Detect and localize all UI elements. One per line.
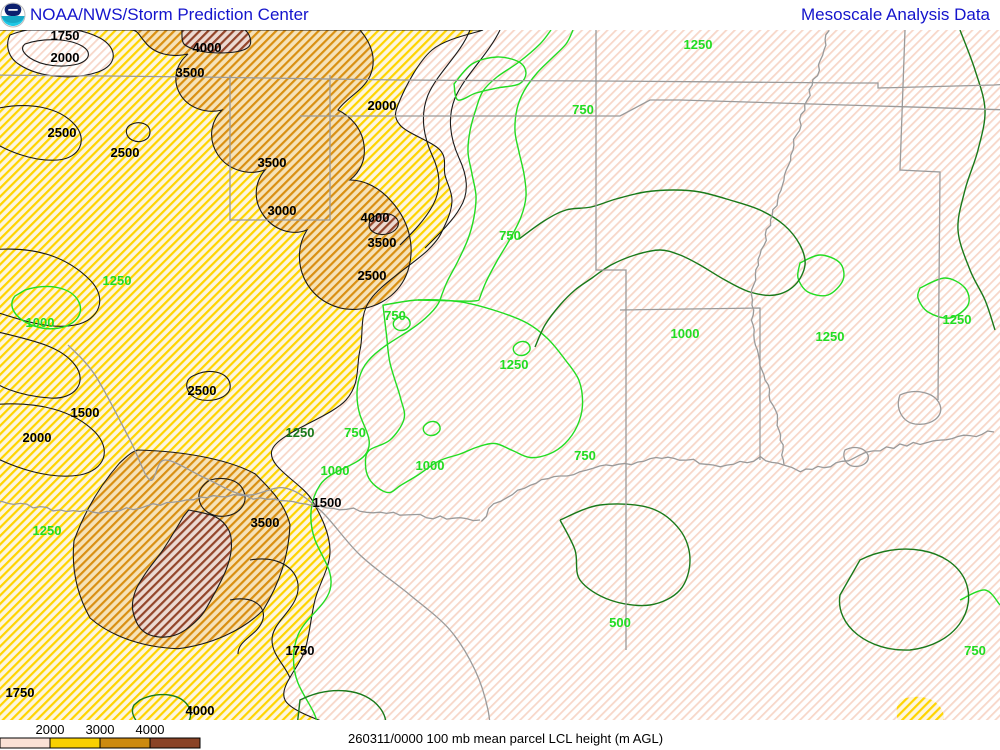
svg-text:4000: 4000	[361, 210, 390, 225]
svg-text:750: 750	[499, 228, 521, 243]
svg-text:1750: 1750	[51, 28, 80, 43]
svg-text:2000: 2000	[368, 98, 397, 113]
svg-text:1250: 1250	[816, 329, 845, 344]
svg-text:3500: 3500	[258, 155, 287, 170]
svg-text:1500: 1500	[71, 405, 100, 420]
svg-text:4000: 4000	[136, 722, 165, 737]
svg-text:750: 750	[384, 308, 406, 323]
svg-text:1000: 1000	[671, 326, 700, 341]
svg-text:1750: 1750	[286, 643, 315, 658]
svg-text:1250: 1250	[500, 357, 529, 372]
svg-text:Mesoscale Analysis Data: Mesoscale Analysis Data	[801, 5, 991, 24]
svg-text:NOAA/NWS/Storm Prediction Cent: NOAA/NWS/Storm Prediction Center	[30, 5, 309, 24]
svg-text:3000: 3000	[86, 722, 115, 737]
svg-text:1750: 1750	[6, 685, 35, 700]
svg-text:750: 750	[572, 102, 594, 117]
svg-text:750: 750	[964, 643, 986, 658]
svg-text:1250: 1250	[103, 273, 132, 288]
svg-text:4000: 4000	[193, 40, 222, 55]
svg-text:2500: 2500	[48, 125, 77, 140]
svg-text:1250: 1250	[684, 37, 713, 52]
svg-text:2000: 2000	[36, 722, 65, 737]
svg-text:4000: 4000	[186, 703, 215, 718]
svg-text:1250: 1250	[33, 523, 62, 538]
svg-text:750: 750	[344, 425, 366, 440]
svg-text:3500: 3500	[368, 235, 397, 250]
svg-text:1250: 1250	[286, 425, 315, 440]
svg-text:1000: 1000	[26, 315, 55, 330]
svg-text:1000: 1000	[321, 463, 350, 478]
svg-text:500: 500	[609, 615, 631, 630]
svg-text:2500: 2500	[188, 383, 217, 398]
svg-text:1500: 1500	[313, 495, 342, 510]
svg-text:1250: 1250	[943, 312, 972, 327]
svg-text:3000: 3000	[268, 203, 297, 218]
svg-text:750: 750	[574, 448, 596, 463]
svg-text:3500: 3500	[251, 515, 280, 530]
svg-text:3500: 3500	[176, 65, 205, 80]
svg-text:2000: 2000	[51, 50, 80, 65]
svg-text:2500: 2500	[358, 268, 387, 283]
svg-text:2000: 2000	[23, 430, 52, 445]
svg-text:2500: 2500	[111, 145, 140, 160]
svg-text:1000: 1000	[416, 458, 445, 473]
svg-text:260311/0000 100 mb mean parcel: 260311/0000 100 mb mean parcel LCL heigh…	[348, 731, 663, 746]
